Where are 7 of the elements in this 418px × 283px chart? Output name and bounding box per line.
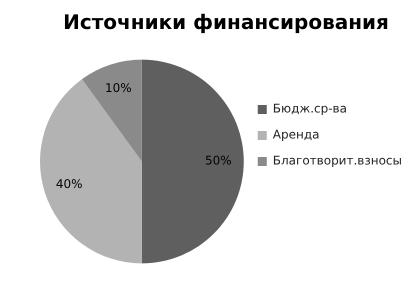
chart-title: Источники финансирования bbox=[63, 10, 389, 34]
data-label: 40% bbox=[56, 177, 83, 192]
legend-label: Благотворит.взносы bbox=[272, 154, 402, 168]
data-label: 50% bbox=[204, 154, 232, 168]
legend-label: Аренда bbox=[272, 128, 320, 142]
legend-label: Бюдж.ср-ва bbox=[272, 102, 347, 116]
data-label: 10% bbox=[104, 80, 132, 95]
